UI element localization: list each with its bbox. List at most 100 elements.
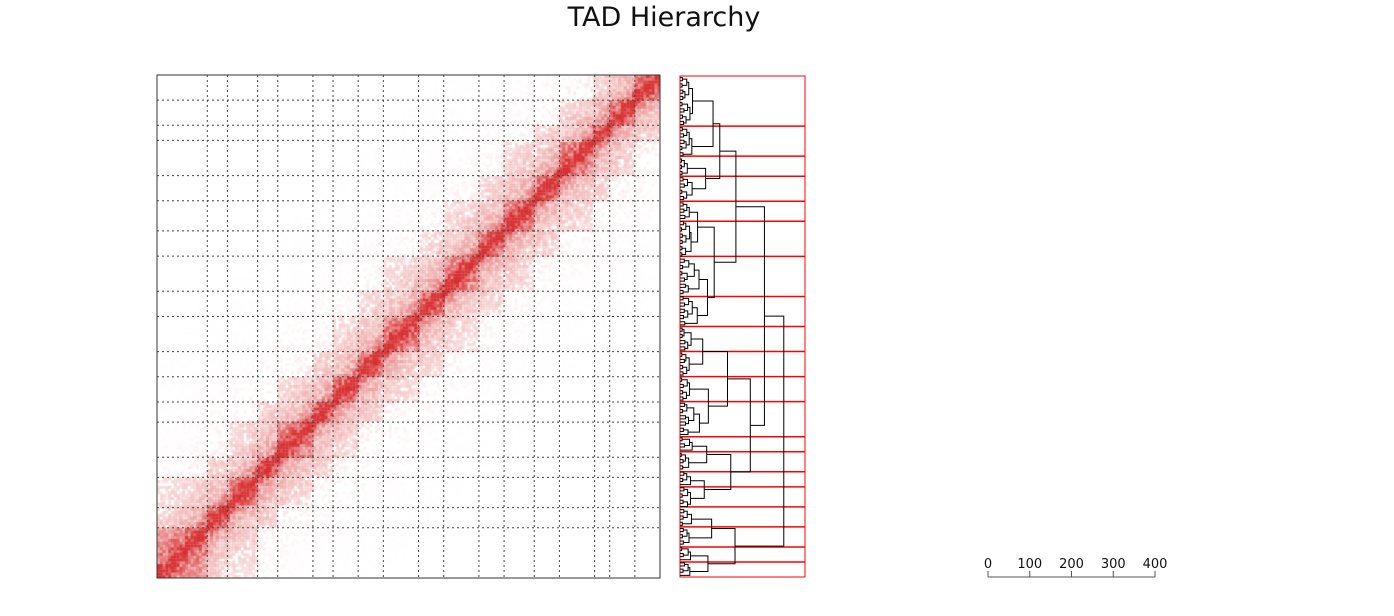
dendrogram-link bbox=[680, 133, 685, 138]
dendrogram-link bbox=[680, 164, 683, 169]
dendrogram-link bbox=[682, 438, 690, 446]
dendrogram-link bbox=[682, 260, 690, 268]
dendrogram-link bbox=[680, 214, 686, 219]
dendrogram-link bbox=[681, 103, 689, 111]
dendrogram-link bbox=[680, 183, 685, 188]
dendrogram-link bbox=[680, 396, 684, 401]
dendrogram-link bbox=[682, 529, 688, 537]
scale-tick-label: 0 bbox=[984, 557, 992, 572]
heatmap-grid bbox=[157, 75, 660, 578]
dendrogram-link bbox=[691, 100, 714, 147]
dendrogram-link bbox=[680, 289, 684, 295]
dendrogram-link bbox=[705, 123, 721, 180]
dendrogram-link bbox=[680, 102, 683, 107]
dendrogram-link bbox=[680, 208, 685, 213]
dendrogram-link bbox=[680, 568, 684, 573]
dendrogram-link bbox=[680, 283, 686, 288]
dendrogram-link bbox=[682, 366, 688, 374]
dendrogram-link bbox=[681, 379, 688, 387]
dendrogram-link bbox=[680, 177, 684, 182]
dendrogram-link bbox=[682, 116, 687, 124]
dendrogram-link bbox=[680, 487, 685, 492]
dendrogram-link bbox=[680, 120, 685, 126]
dendrogram-link bbox=[685, 416, 690, 425]
dendrogram-link bbox=[680, 421, 686, 426]
dendrogram-link bbox=[682, 235, 687, 243]
dendrogram-link bbox=[680, 443, 686, 448]
dendrogram-link bbox=[680, 371, 684, 376]
dendrogram-link bbox=[689, 555, 709, 573]
dendrogram-link bbox=[697, 226, 715, 299]
dendrogram-link bbox=[680, 402, 686, 407]
dendrogram-link bbox=[680, 233, 683, 238]
dendrogram-link bbox=[680, 437, 683, 442]
dendrogram-link bbox=[680, 427, 684, 432]
dendrogram-link bbox=[681, 222, 687, 230]
dendrogram-link bbox=[682, 404, 688, 412]
dendrogram-link bbox=[683, 332, 692, 346]
dendrogram-link bbox=[704, 453, 732, 491]
dendrogram-cluster-boxes bbox=[679, 75, 806, 578]
dendrogram-link bbox=[687, 263, 695, 277]
dendrogram-link bbox=[680, 321, 686, 326]
dendrogram-link bbox=[683, 178, 688, 187]
dendrogram-link bbox=[680, 139, 685, 144]
dendrogram-link bbox=[681, 247, 687, 255]
dendrogram-link bbox=[680, 315, 684, 320]
dendrogram-link bbox=[682, 329, 685, 337]
dendrogram-link bbox=[680, 509, 685, 514]
dendrogram-link bbox=[686, 382, 690, 396]
dendrogram-link bbox=[689, 388, 709, 424]
dendrogram-link bbox=[680, 551, 692, 561]
dendrogram-link bbox=[680, 501, 688, 508]
dendrogram-link bbox=[680, 459, 684, 464]
dendrogram-link bbox=[688, 445, 708, 464]
chart-title: TAD Hierarchy bbox=[567, 2, 761, 33]
dendrogram-link bbox=[680, 562, 686, 567]
dendrogram-link bbox=[680, 493, 683, 498]
dendrogram-link bbox=[680, 302, 685, 307]
dendrogram-link bbox=[680, 346, 686, 351]
dendrogram-link bbox=[682, 91, 686, 99]
dendrogram-link bbox=[680, 358, 685, 364]
dendrogram-link bbox=[680, 221, 684, 226]
dendrogram-link bbox=[680, 429, 689, 436]
dendrogram-link bbox=[680, 333, 683, 338]
dendrogram-link bbox=[686, 181, 693, 196]
dendrogram-link bbox=[735, 315, 785, 547]
dendrogram-link bbox=[685, 225, 691, 240]
dendrogram-link bbox=[682, 128, 688, 136]
dendrogram-scale-bar: 0 100 200 300 400 bbox=[984, 557, 1167, 578]
dendrogram-link bbox=[684, 81, 690, 96]
dendrogram-link bbox=[680, 89, 684, 94]
dendrogram-link bbox=[686, 407, 695, 421]
dendrogram-link bbox=[680, 246, 683, 251]
dendrogram-link bbox=[680, 196, 685, 201]
dendrogram-link bbox=[707, 527, 736, 565]
dendrogram-link bbox=[680, 471, 685, 476]
dendrogram-link bbox=[688, 413, 700, 433]
dendrogram-link bbox=[680, 499, 684, 504]
dendrogram-link bbox=[680, 258, 685, 263]
dendrogram-link bbox=[702, 351, 728, 407]
dendrogram-link bbox=[683, 310, 689, 318]
dendrogram-link bbox=[680, 308, 685, 313]
dendrogram-link bbox=[680, 171, 683, 176]
dendrogram-link bbox=[680, 415, 686, 420]
heatmap bbox=[157, 75, 660, 578]
dendrogram-link bbox=[683, 532, 690, 544]
dendrogram-link bbox=[714, 150, 737, 263]
dendrogram-link bbox=[680, 567, 691, 576]
dendrogram-link bbox=[688, 518, 713, 539]
dendrogram-link bbox=[683, 203, 688, 212]
dendrogram-link bbox=[683, 563, 689, 572]
heatmap-frame bbox=[156, 74, 661, 579]
dendrogram-link bbox=[680, 277, 685, 282]
dendrogram-link bbox=[680, 296, 684, 301]
dendrogram-link bbox=[680, 441, 693, 451]
dendrogram-link bbox=[684, 341, 689, 349]
dendrogram-link bbox=[681, 548, 689, 556]
dendrogram-link bbox=[683, 297, 690, 306]
dendrogram-link bbox=[680, 340, 686, 345]
